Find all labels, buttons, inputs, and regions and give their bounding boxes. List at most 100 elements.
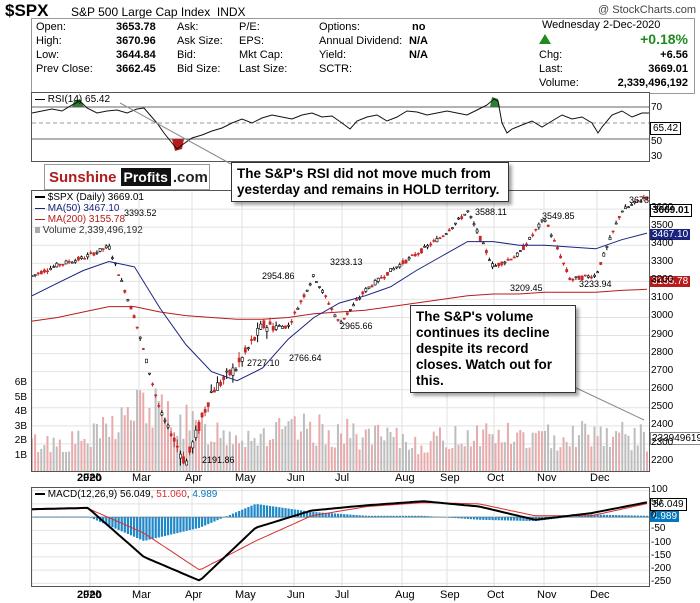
candle-body — [98, 247, 102, 252]
macd-tick-label: -50 — [651, 523, 666, 535]
candle-body — [265, 327, 269, 332]
macd-hist-bar — [272, 506, 275, 518]
volume-bar — [108, 436, 111, 471]
macd-hist-bar — [71, 516, 74, 518]
volume-bar — [154, 388, 157, 471]
volume-bar — [170, 427, 173, 471]
volume-bar — [417, 454, 420, 471]
low-label: Low: — [36, 49, 60, 61]
rsi-panel: RSI(14) 65.42 — [31, 92, 650, 162]
candle-body — [432, 240, 436, 242]
candle-body — [512, 256, 516, 259]
last-label: Last: — [539, 63, 563, 75]
volume-bar — [565, 441, 568, 471]
rsi-legend-swatch — [35, 98, 45, 100]
macd-hist-bar — [608, 514, 612, 518]
candle-body — [197, 422, 201, 431]
candle-body — [58, 263, 62, 266]
volume-bar — [423, 452, 426, 471]
price-tick-label: 3500 — [651, 220, 674, 232]
candle-body — [277, 325, 281, 327]
price-annotation: 3588.11 — [475, 207, 507, 217]
volume-bar — [102, 417, 105, 471]
volume-bar — [522, 432, 525, 471]
volume-bar — [105, 423, 108, 471]
macd-legend-swatch — [35, 493, 45, 496]
macd-hist-bar — [234, 512, 238, 518]
volume-bar — [142, 392, 145, 471]
macd-hist-bar — [92, 517, 96, 520]
volume-bar — [374, 425, 377, 471]
price-tick-label: 3600 — [651, 202, 674, 214]
volume-bar — [46, 435, 49, 471]
candle-body — [611, 230, 615, 233]
volume-bar — [262, 428, 265, 471]
price-annotation: 2191.86 — [202, 455, 235, 465]
macd-month-label: Mar — [132, 589, 151, 601]
candle-body — [185, 460, 189, 466]
volume-bar — [43, 445, 46, 471]
options-value: no — [412, 21, 426, 33]
volume-bar — [238, 443, 241, 471]
volume-bar — [460, 443, 463, 471]
price-month-label: Aug — [395, 472, 415, 484]
volume-bar — [370, 444, 373, 471]
macd-hist-bar — [404, 515, 408, 518]
candle-body — [169, 433, 173, 436]
candle-body — [423, 246, 426, 248]
volume-bar — [574, 447, 577, 471]
macd-hist-bar — [105, 517, 108, 525]
macd-hist-bar — [120, 517, 123, 532]
price-month-label: Jul — [335, 472, 350, 484]
volume-bar — [352, 423, 355, 471]
index-name: S&P 500 Large Cap Index INDX — [71, 5, 246, 19]
price-month-label: Sep — [440, 472, 460, 484]
macd-month-label: Dec — [590, 589, 610, 601]
volume-bar — [34, 434, 37, 471]
candle-body — [339, 321, 343, 324]
macd-legend: MACD(12,26,9) 56.049, 51.060, 4.989 — [35, 489, 217, 500]
dividend-value: N/A — [409, 35, 428, 47]
candle-body — [447, 229, 451, 232]
volume-bar — [247, 430, 250, 471]
open-label: Open: — [36, 21, 66, 33]
candle-body — [444, 233, 448, 235]
candle-body — [225, 370, 229, 373]
candle-body — [73, 260, 77, 263]
candle-body — [327, 303, 331, 305]
open-value: 3653.78 — [116, 21, 156, 33]
macd-hist-bar — [479, 517, 482, 520]
macd-hist-bar — [157, 517, 160, 538]
volume-bar — [525, 448, 528, 471]
macd-hist-bar — [219, 517, 222, 519]
candle-body — [284, 325, 287, 329]
macd-hist-bar — [46, 516, 49, 518]
volume-bar — [488, 434, 491, 471]
candle-body — [287, 324, 291, 327]
low-value: 3644.84 — [116, 49, 156, 61]
price-annotation: 3678.45 — [629, 195, 649, 205]
macd-hist-bar — [43, 516, 46, 518]
macd-hist-bar — [265, 505, 269, 518]
candle-body — [345, 312, 349, 315]
candle-body — [123, 290, 127, 293]
macd-hist-bar — [154, 517, 157, 539]
volume-bar — [117, 432, 120, 471]
macd-hist-bar — [302, 510, 306, 518]
macd-hist-bar — [494, 517, 497, 521]
macd-hist-bar — [500, 517, 503, 521]
macd-hist-bar — [170, 517, 173, 535]
macd-hist-bar — [296, 509, 299, 518]
ma200-legend: MA(200) 3155.78 — [35, 214, 125, 225]
volume-bar — [621, 421, 624, 471]
macd-hist-bar — [191, 517, 194, 530]
macd-hist-bar — [472, 517, 476, 520]
macd-hist-bar — [367, 515, 371, 518]
candle-body — [376, 277, 380, 282]
macd-hist-bar — [312, 511, 315, 518]
candle-body — [522, 245, 525, 251]
volume-bar — [71, 431, 74, 471]
volume-bar — [624, 434, 627, 471]
volume-bar — [516, 432, 519, 471]
volume-bar — [80, 440, 83, 471]
